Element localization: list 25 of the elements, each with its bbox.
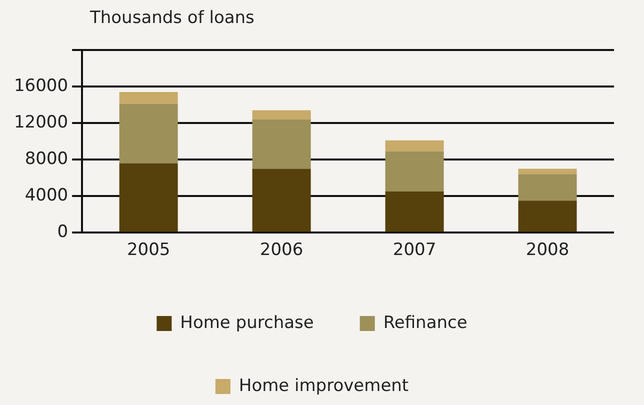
x-tick-label: 2008	[526, 240, 570, 260]
bar	[518, 200, 577, 232]
y-axis-title: Thousands of loans	[90, 8, 254, 28]
bar	[385, 151, 444, 192]
y-tick-label: 4000	[24, 186, 68, 206]
y-tick-label: 16000	[14, 76, 68, 96]
bar	[385, 192, 444, 232]
bar	[119, 163, 178, 232]
bar	[119, 104, 178, 164]
legend-label: Refinance	[383, 312, 468, 333]
x-tick-label: 2007	[392, 240, 436, 260]
bar	[518, 168, 577, 174]
y-tick-label: 0	[57, 222, 68, 242]
bar	[385, 140, 444, 152]
y-tick-label: 12000	[14, 112, 68, 132]
x-tick-label: 2005	[126, 240, 170, 260]
legend-label: Home improvement	[238, 376, 409, 396]
bar	[119, 92, 178, 104]
bar	[252, 168, 311, 232]
bar	[252, 119, 311, 169]
y-tick-label: 8000	[24, 148, 68, 169]
x-tick-label: 2006	[260, 240, 304, 260]
legend-label: Home purchase	[180, 312, 314, 333]
bar	[518, 174, 577, 201]
bar	[252, 110, 311, 120]
